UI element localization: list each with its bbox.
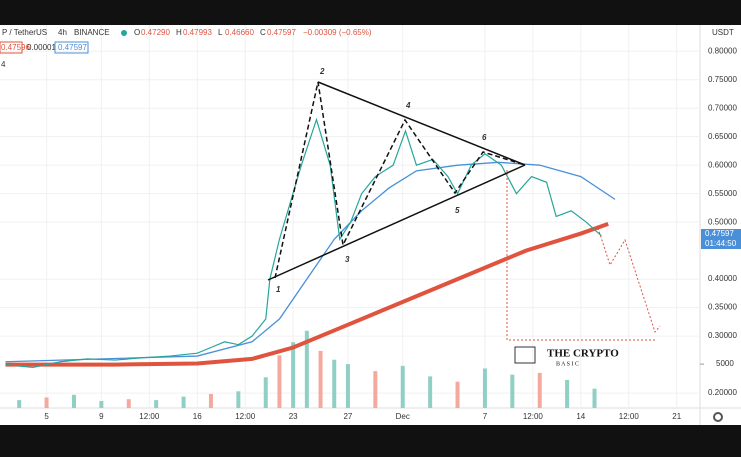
x-tick-label: 23 [289,412,298,421]
volume-bar [332,359,337,408]
volume-bar [345,364,350,408]
volume-bar [181,396,186,408]
exchange: BINANCE [74,28,110,37]
x-tick-label: 12:00 [619,412,640,421]
ohlc-key: H [176,28,182,37]
symbol: P / TetherUS [2,28,47,37]
y-tick-label: 0.55000 [708,189,737,198]
x-tick-label: 14 [576,412,585,421]
volume-bar [565,379,570,408]
y-tick-label: 0.65000 [708,132,737,141]
watermark: THE CRYPTO [547,348,619,360]
ohlc-value: 0.46660 [225,28,254,37]
volume-bar [17,400,22,408]
price-tag: 0.47597 [705,229,734,238]
ohlc-key: L [218,28,223,37]
y-tick-label: 0.75000 [708,75,737,84]
target-box [506,170,655,341]
wave-labels: 1 2 3 4 5 6 [276,67,487,294]
forecast-path [597,227,661,334]
wave-label: 1 [276,285,281,294]
wave-label: 5 [455,206,460,215]
wave-path [274,81,526,279]
volume-bar [263,377,268,408]
volume-bar [291,342,296,408]
watermark-logo [514,346,536,364]
currency: USDT [712,28,734,37]
volume-bar [304,330,309,408]
volume-bar [510,374,515,408]
volume-bar [208,393,213,408]
ohlc-value: 0.47597 [267,28,296,37]
series-line [5,117,602,369]
x-tick-label: 12:00 [139,412,160,421]
y-tick-label: 0.50000 [708,217,737,226]
price-tag-bg [701,229,741,239]
ohlc-value: 0.47993 [183,28,212,37]
x-tick-label: Dec [396,412,410,421]
y-tick-label: 0.40000 [708,274,737,283]
volume-bar [154,400,159,408]
y-tick-label: 0.80000 [708,46,737,55]
volume-bar [277,355,282,408]
x-tick-label: 21 [672,412,681,421]
volume-bar [592,388,597,408]
settings-icon[interactable] [713,412,723,422]
y-tick-label: 0.20000 [708,388,737,397]
volume-bar [373,371,378,408]
drawings [267,81,661,341]
y-tick-label: 0.35000 [708,303,737,312]
volume-bar [400,365,405,408]
ind-box [0,41,23,54]
countdown-bg [701,239,741,249]
layer [0,25,704,408]
y-tick-label: 0.70000 [708,103,737,112]
countdown: 01:44:50 [705,239,737,248]
status-dot [121,30,127,36]
x-tick-label: 27 [343,412,352,421]
indicator: 0.00001 [27,43,56,52]
trendline [317,81,526,166]
volume-bar [428,376,433,408]
x-tick-label: 7 [483,412,488,421]
x-tick-label: 12:00 [235,412,256,421]
ohlc-value: 0.47290 [141,28,170,37]
ohlc: O 0.47290 H 0.47993 L 0.46660 C 0.47597 [134,28,296,37]
watermark-sub: B A S I C [556,361,579,367]
volume-bar [482,368,487,408]
wave-label: 4 [405,101,411,110]
x-tick-label: 5 [44,412,49,421]
row3: 4 [1,60,6,69]
volume-bar [99,400,104,408]
x-tick-label: 16 [193,412,202,421]
ohlc-key: C [260,28,266,37]
volume-bar [236,391,241,408]
series-line [5,161,616,363]
y2-tick-label: 5000 [716,359,734,368]
ohlc-key: O [134,28,140,37]
ind-box [54,41,89,54]
wave-label: 2 [319,67,325,76]
series-line [5,221,609,367]
change: −0.00309 (−0.65%) [303,28,372,37]
volume-bar [455,381,460,408]
volume-bar [318,350,323,408]
wave-label: 3 [345,255,350,264]
interval: 4h [58,28,67,37]
volume-bar [537,372,542,408]
wave-label: 6 [482,133,487,142]
y-tick-label: 0.30000 [708,331,737,340]
trendline [267,164,526,281]
x-tick-label: 12:00 [523,412,544,421]
indicator: 0.47596 [1,43,30,52]
indicator: 0.47597 [58,43,87,52]
volume-bar [71,394,76,408]
x-tick-label: 9 [99,412,104,421]
volume-bar [126,399,131,408]
y-tick-label: 0.60000 [708,160,737,169]
volume-bar [44,397,49,408]
